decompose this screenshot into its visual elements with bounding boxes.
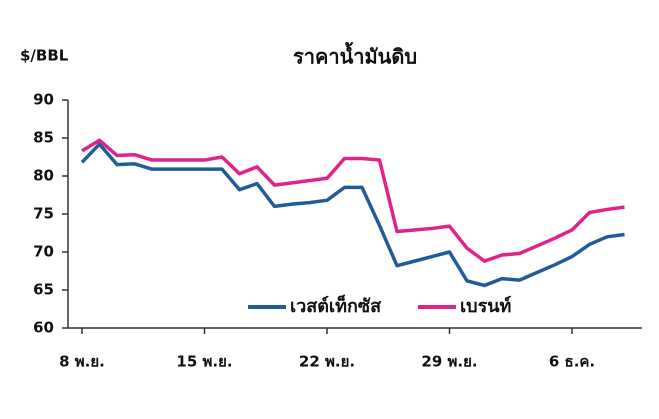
x-tick-label: 15 พ.ย. — [176, 353, 232, 371]
series-line — [80, 142, 625, 288]
chart-title: ราคาน้ำมันดิบ — [293, 42, 417, 69]
y-tick-label: 70 — [33, 243, 54, 261]
legend-label: เวสต์เท็กซัส — [290, 294, 382, 317]
x-tick-label: 8 พ.ย. — [59, 353, 105, 371]
y-tick-label: 90 — [33, 91, 54, 109]
x-tick-label: 22 พ.ย. — [299, 353, 355, 371]
legend-label: เบรนท์ — [460, 295, 511, 317]
y-tick-label: 85 — [33, 129, 54, 147]
series-line — [81, 138, 625, 263]
x-tick-label: 6 ธ.ค. — [549, 353, 595, 371]
y-axis-unit: $/BBL — [20, 47, 69, 65]
y-tick-label: 60 — [33, 319, 54, 337]
y-tick-label: 65 — [33, 281, 54, 299]
y-tick-label: 75 — [33, 205, 54, 223]
x-tick-label: 29 พ.ย. — [421, 353, 477, 371]
y-tick-label: 80 — [33, 167, 54, 185]
